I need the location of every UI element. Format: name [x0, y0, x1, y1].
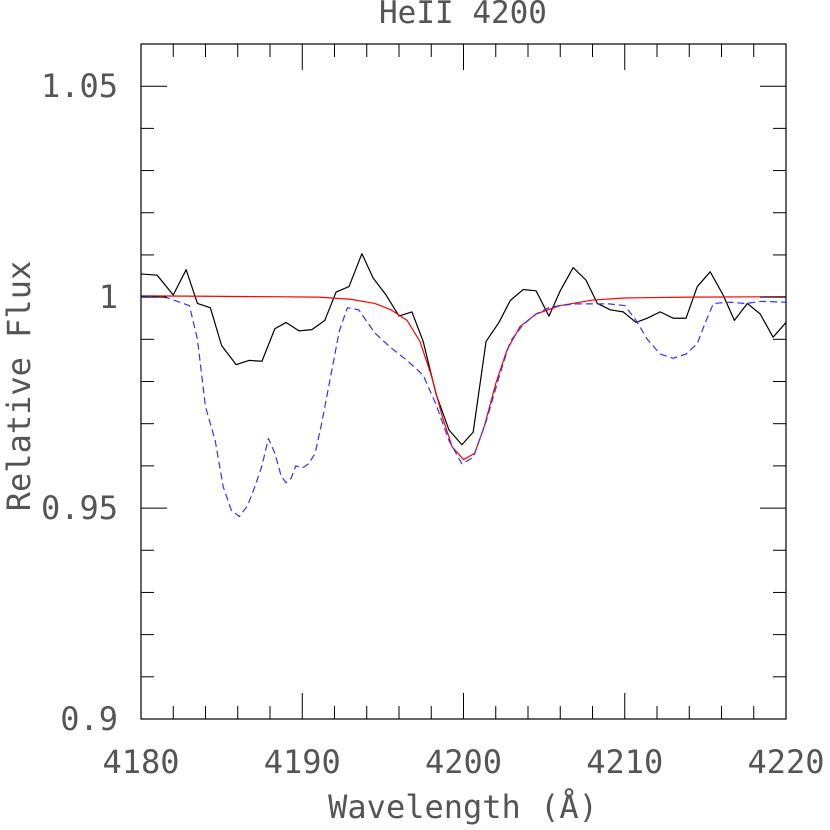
x-tick-label: 4180: [102, 743, 179, 781]
y-axis-label: Relative Flux: [0, 261, 38, 511]
x-tick-label: 4190: [264, 743, 341, 781]
plot-frame: [140, 43, 787, 720]
chart-title: HeII 4200: [379, 0, 547, 31]
series-line-2: [140, 295, 787, 461]
series-line-1: [140, 253, 787, 446]
x-axis-label: Wavelength (Å): [328, 788, 598, 826]
series-layer: [140, 253, 787, 518]
ticks-layer: 4180 4190 4200 4210 4220 0.9 0.95 1 1.05: [41, 43, 825, 781]
y-tick-label: 0.95: [41, 489, 118, 527]
y-tick-label: 0.9: [60, 700, 118, 738]
y-tick-label: 1: [99, 278, 118, 316]
y-tick-label: 1.05: [41, 67, 118, 105]
x-tick-label: 4200: [425, 743, 502, 781]
series-line-3: [140, 295, 787, 518]
x-tick-label: 4220: [747, 743, 824, 781]
x-tick-label: 4210: [586, 743, 663, 781]
